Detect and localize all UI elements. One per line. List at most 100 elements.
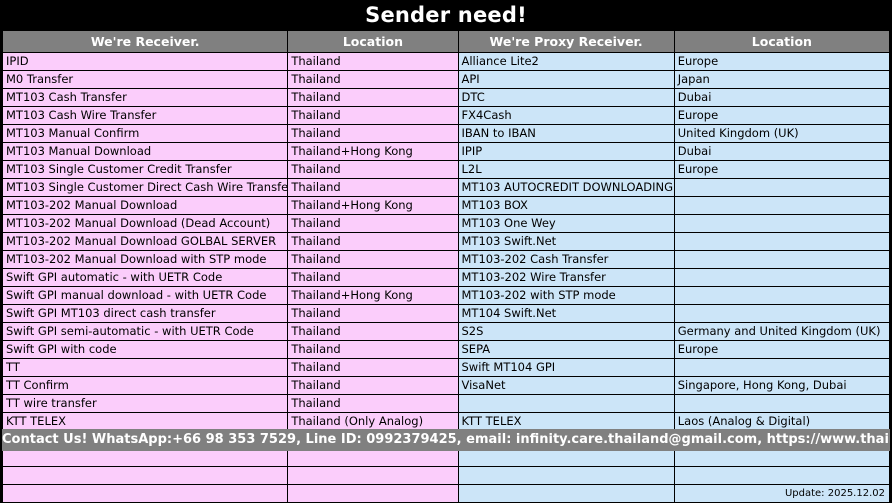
cell-location-left: Thailand bbox=[287, 88, 459, 107]
services-table: We're Receiver. Location We're Proxy Rec… bbox=[1, 30, 891, 503]
cell-location-right bbox=[673, 178, 891, 197]
cell-location-left: Thailand bbox=[287, 340, 459, 359]
cell-proxy-receiver: VisaNet bbox=[457, 376, 675, 395]
cell-proxy-receiver: MT103 AUTOCREDIT DOWNLOADING bbox=[457, 178, 675, 197]
cell-proxy-receiver bbox=[457, 448, 675, 467]
table-row: KTT TELEX Thailand (Only Analog) KTT TELEX… bbox=[1, 412, 891, 431]
cell-proxy-receiver: SEPA bbox=[457, 340, 675, 359]
cell-location-right bbox=[673, 358, 891, 377]
cell-receiver: MT103 Single Customer Direct Cash Wire T… bbox=[1, 178, 289, 197]
cell-receiver: Swift GPI automatic - with UETR Code bbox=[1, 268, 289, 287]
cell-location-right: Germany and United Kingdom (UK) bbox=[673, 322, 891, 341]
cell-receiver: M0 Transfer bbox=[1, 70, 289, 89]
cell-location-left: Thailand (Only Analog) bbox=[287, 412, 459, 431]
cell-location-right bbox=[673, 466, 891, 485]
cell-location-left: Thailand bbox=[287, 214, 459, 233]
table-row: TT wire transfer Thailand bbox=[1, 394, 891, 413]
table-row: MT103 Manual Confirm Thailand IBAN to IBAN… bbox=[1, 124, 891, 143]
cell-location-left: Thailand bbox=[287, 106, 459, 125]
header-we-are-proxy-receiver: We're Proxy Receiver. bbox=[457, 30, 675, 53]
cell-location-right: Europe bbox=[673, 106, 891, 125]
cell-location-left: Thailand+Hong Kong bbox=[287, 142, 459, 161]
cell-receiver: Swift GPI with code bbox=[1, 340, 289, 359]
cell-proxy-receiver bbox=[457, 466, 675, 485]
cell-proxy-receiver: MT103-202 with STP mode bbox=[457, 286, 675, 305]
cell-receiver bbox=[1, 466, 289, 485]
table-row: MT103-202 Manual Download with STP mode T… bbox=[1, 250, 891, 269]
cell-receiver: MT103 Cash Transfer bbox=[1, 88, 289, 107]
cell-location-left: Thailand bbox=[287, 160, 459, 179]
table-row bbox=[1, 448, 891, 467]
table-row: MT103-202 Manual Download GOLBAL SERVER T… bbox=[1, 232, 891, 251]
cell-location-left: Thailand bbox=[287, 376, 459, 395]
table-head: We're Receiver. Location We're Proxy Rec… bbox=[1, 30, 891, 53]
header-row: We're Receiver. Location We're Proxy Rec… bbox=[1, 30, 891, 53]
cell-location-left: Thailand+Hong Kong bbox=[287, 286, 459, 305]
cell-receiver: TT wire transfer bbox=[1, 394, 289, 413]
cell-location-right: United Kingdom (UK) bbox=[673, 124, 891, 143]
table-row: MT103 Cash Wire Transfer Thailand FX4Cash E… bbox=[1, 106, 891, 125]
page-title: Sender need! bbox=[0, 0, 892, 30]
cell-receiver: MT103-202 Manual Download with STP mode bbox=[1, 250, 289, 269]
cell-proxy-receiver: MT103 BOX bbox=[457, 196, 675, 215]
cell-location-right: Dubai bbox=[673, 142, 891, 161]
table-row: Swift GPI manual download - with UETR Co… bbox=[1, 286, 891, 305]
cell-location-right bbox=[673, 286, 891, 305]
table-row: TT Confirm Thailand VisaNet Singapore, Hong… bbox=[1, 376, 891, 395]
table-row-update: Update: 2025.12.02 bbox=[1, 484, 891, 503]
cell-location-left: Thailand bbox=[287, 232, 459, 251]
header-location-right: Location bbox=[673, 30, 891, 53]
cell-location-right: Japan bbox=[673, 70, 891, 89]
table-row: TT Thailand Swift MT104 GPI bbox=[1, 358, 891, 377]
table-row: MT103 Single Customer Credit Transfer Tha… bbox=[1, 160, 891, 179]
cell-location-left: Thailand bbox=[287, 70, 459, 89]
cell-receiver: MT103-202 Manual Download (Dead Account) bbox=[1, 214, 289, 233]
cell-receiver: MT103-202 Manual Download bbox=[1, 196, 289, 215]
cell-location-right: Singapore, Hong Kong, Dubai bbox=[673, 376, 891, 395]
cell-proxy-receiver: Alliance Lite2 bbox=[457, 52, 675, 71]
cell-receiver: MT103 Manual Download bbox=[1, 142, 289, 161]
cell-receiver: TT Confirm bbox=[1, 376, 289, 395]
cell-proxy-receiver: MT103 Swift.Net bbox=[457, 232, 675, 251]
table-row: Swift GPI automatic - with UETR Code Thai… bbox=[1, 268, 891, 287]
cell-proxy-receiver: MT104 Swift.Net bbox=[457, 304, 675, 323]
header-location-left: Location bbox=[287, 30, 459, 53]
cell-proxy-receiver bbox=[457, 394, 675, 413]
table-row bbox=[1, 466, 891, 485]
cell-proxy-receiver: KTT TELEX bbox=[457, 412, 675, 431]
cell-location-right: Europe bbox=[673, 340, 891, 359]
cell-location-left: Thailand bbox=[287, 52, 459, 71]
update-timestamp: Update: 2025.12.02 bbox=[673, 484, 891, 503]
cell-proxy-receiver: S2S bbox=[457, 322, 675, 341]
cell-location-left: Thailand bbox=[287, 178, 459, 197]
table-row: MT103 Cash Transfer Thailand DTC Dubai bbox=[1, 88, 891, 107]
table-row: MT103-202 Manual Download (Dead Account)… bbox=[1, 214, 891, 233]
cell-location-right bbox=[673, 250, 891, 269]
table-row: Swift GPI MT103 direct cash transfer Thai… bbox=[1, 304, 891, 323]
cell-receiver bbox=[1, 448, 289, 467]
cell-location-right bbox=[673, 232, 891, 251]
cell-location-right bbox=[673, 268, 891, 287]
cell-location-left: Thailand bbox=[287, 304, 459, 323]
cell-proxy-receiver: DTC bbox=[457, 88, 675, 107]
cell-receiver: TT bbox=[1, 358, 289, 377]
table-row: MT103 Single Customer Direct Cash Wire T… bbox=[1, 178, 891, 197]
table-row: Swift GPI semi-automatic - with UETR Cod… bbox=[1, 322, 891, 341]
cell-location-left: Thailand bbox=[287, 124, 459, 143]
cell-location-right bbox=[673, 214, 891, 233]
header-we-are-receiver: We're Receiver. bbox=[1, 30, 289, 53]
contact-footer[interactable]: Contact Us! WhatsApp:+66 98 353 7529, Li… bbox=[2, 429, 890, 451]
cell-receiver: IPID bbox=[1, 52, 289, 71]
cell-receiver: Swift GPI semi-automatic - with UETR Cod… bbox=[1, 322, 289, 341]
cell-location-right bbox=[673, 304, 891, 323]
cell-receiver: MT103 Cash Wire Transfer bbox=[1, 106, 289, 125]
cell-proxy-receiver: IBAN to IBAN bbox=[457, 124, 675, 143]
cell-location-right: Dubai bbox=[673, 88, 891, 107]
cell-receiver: MT103 Manual Confirm bbox=[1, 124, 289, 143]
cell-location-right: Laos (Analog & Digital) bbox=[673, 412, 891, 431]
cell-location-left: Thailand bbox=[287, 394, 459, 413]
cell-location-right: Europe bbox=[673, 160, 891, 179]
cell-proxy-receiver: API bbox=[457, 70, 675, 89]
cell-location-left: Thailand bbox=[287, 268, 459, 287]
